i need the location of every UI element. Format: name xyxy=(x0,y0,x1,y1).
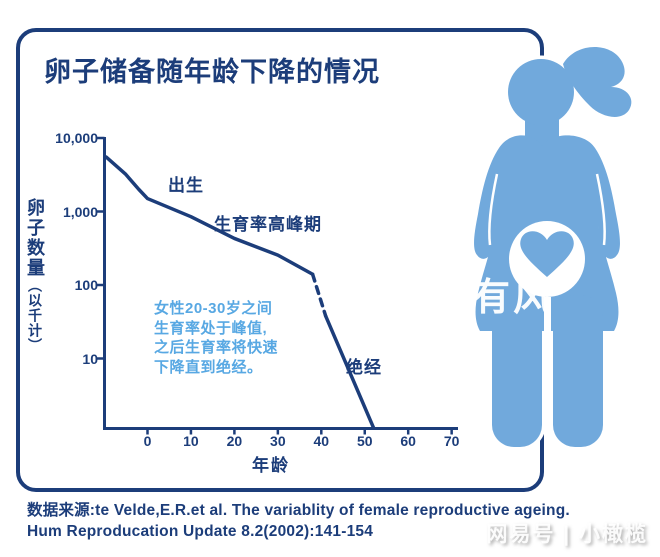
fertility-note-text: 女性20-30岁之间 生育率处于峰值, 之后生育率将快速 下降直到绝经。 xyxy=(154,299,278,377)
curve-segment-solid xyxy=(104,155,315,277)
x-axis-title: 年龄 xyxy=(252,456,290,475)
watermark-center: 有风 xyxy=(472,277,555,319)
annotation-menopause: 绝经 xyxy=(346,358,382,377)
fertility-note-line: 生育率处于峰值, xyxy=(154,319,268,337)
y-tick-label: 10,000 xyxy=(55,130,98,146)
y-tick-label: 10 xyxy=(82,350,98,367)
x-tick-label: 10 xyxy=(183,433,199,449)
watermark-bottom: 网易号 | 小橄榄 xyxy=(486,523,648,546)
x-tick-label: 20 xyxy=(226,433,243,449)
y-tick-label: 100 xyxy=(74,277,98,293)
y-axis-tick-labels: 10,000 1,000 100 10 xyxy=(38,0,98,557)
curve-segment-solid xyxy=(323,314,376,430)
y-axis-title-main: 卵子数量 xyxy=(25,198,45,278)
x-tick-label: 50 xyxy=(356,433,373,449)
y-axis-title-sub: （以千计） xyxy=(27,278,43,353)
heart-icon xyxy=(520,231,574,277)
pregnant-woman-figure xyxy=(474,47,631,450)
axis-tick-marks xyxy=(95,136,453,435)
egg-count-curve xyxy=(104,155,376,430)
left-arm-separator xyxy=(488,173,499,246)
x-tick-label: 60 xyxy=(400,433,416,449)
chart-title: 卵子储备随年龄下降的情况 xyxy=(44,57,380,87)
data-source-line1: 数据来源:te Velde,E.R.et al. The variablity … xyxy=(27,502,570,519)
y-axis-title: 卵子数量（以千计） xyxy=(25,198,45,353)
annotation-birth: 出生 xyxy=(168,176,204,195)
fertility-note-line: 女性20-30岁之间 xyxy=(154,300,273,317)
x-tick-label: 40 xyxy=(313,433,330,449)
right-arm-separator xyxy=(595,173,606,246)
annotation-peak-fertility: 生育率高峰期 xyxy=(214,215,322,234)
data-source-line2: Hum Reproducation Update 8.2(2002):141-1… xyxy=(27,523,374,540)
curve-segment-dashed xyxy=(310,272,328,318)
data-source: 数据来源:te Velde,E.R.et al. The variablity … xyxy=(27,500,570,542)
y-tick-label: 1,000 xyxy=(62,203,98,220)
axes xyxy=(103,137,458,430)
x-tick-label: 70 xyxy=(443,433,460,449)
fertility-note-line: 下降直到绝经。 xyxy=(154,358,263,376)
x-tick-label: 30 xyxy=(270,433,286,449)
fertility-note-line: 之后生育率将快速 xyxy=(154,339,279,356)
x-tick-label: 0 xyxy=(143,433,152,449)
